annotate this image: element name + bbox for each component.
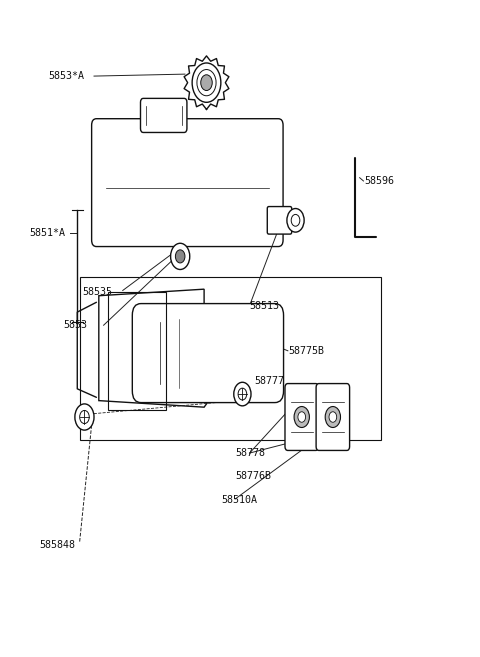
Text: 58510A: 58510A: [221, 495, 257, 505]
Polygon shape: [99, 289, 218, 407]
Circle shape: [175, 250, 185, 263]
Circle shape: [294, 407, 310, 428]
Text: 58535: 58535: [82, 288, 112, 298]
Text: 5853: 5853: [63, 320, 87, 330]
Circle shape: [170, 243, 190, 269]
Polygon shape: [184, 56, 229, 110]
Circle shape: [75, 404, 94, 430]
FancyBboxPatch shape: [316, 384, 349, 451]
Circle shape: [192, 63, 221, 102]
FancyBboxPatch shape: [141, 99, 187, 133]
FancyBboxPatch shape: [285, 384, 319, 451]
Text: 58776B: 58776B: [235, 471, 271, 481]
Text: 58775B: 58775B: [288, 346, 324, 357]
Circle shape: [234, 382, 251, 406]
Circle shape: [325, 407, 340, 428]
Text: 585848: 585848: [39, 540, 75, 550]
FancyBboxPatch shape: [92, 119, 283, 246]
Bar: [80, 277, 381, 440]
Text: 5853*A: 5853*A: [48, 71, 84, 81]
Circle shape: [298, 412, 306, 422]
Text: 58513: 58513: [250, 300, 279, 311]
FancyBboxPatch shape: [267, 206, 292, 234]
FancyBboxPatch shape: [132, 304, 284, 403]
Circle shape: [329, 412, 336, 422]
Bar: [108, 292, 166, 411]
Text: 58596: 58596: [364, 176, 395, 186]
Circle shape: [201, 75, 212, 91]
Circle shape: [287, 208, 304, 232]
Text: 58777: 58777: [254, 376, 284, 386]
Text: 5851*A: 5851*A: [29, 229, 65, 238]
Text: 58778: 58778: [235, 448, 265, 458]
